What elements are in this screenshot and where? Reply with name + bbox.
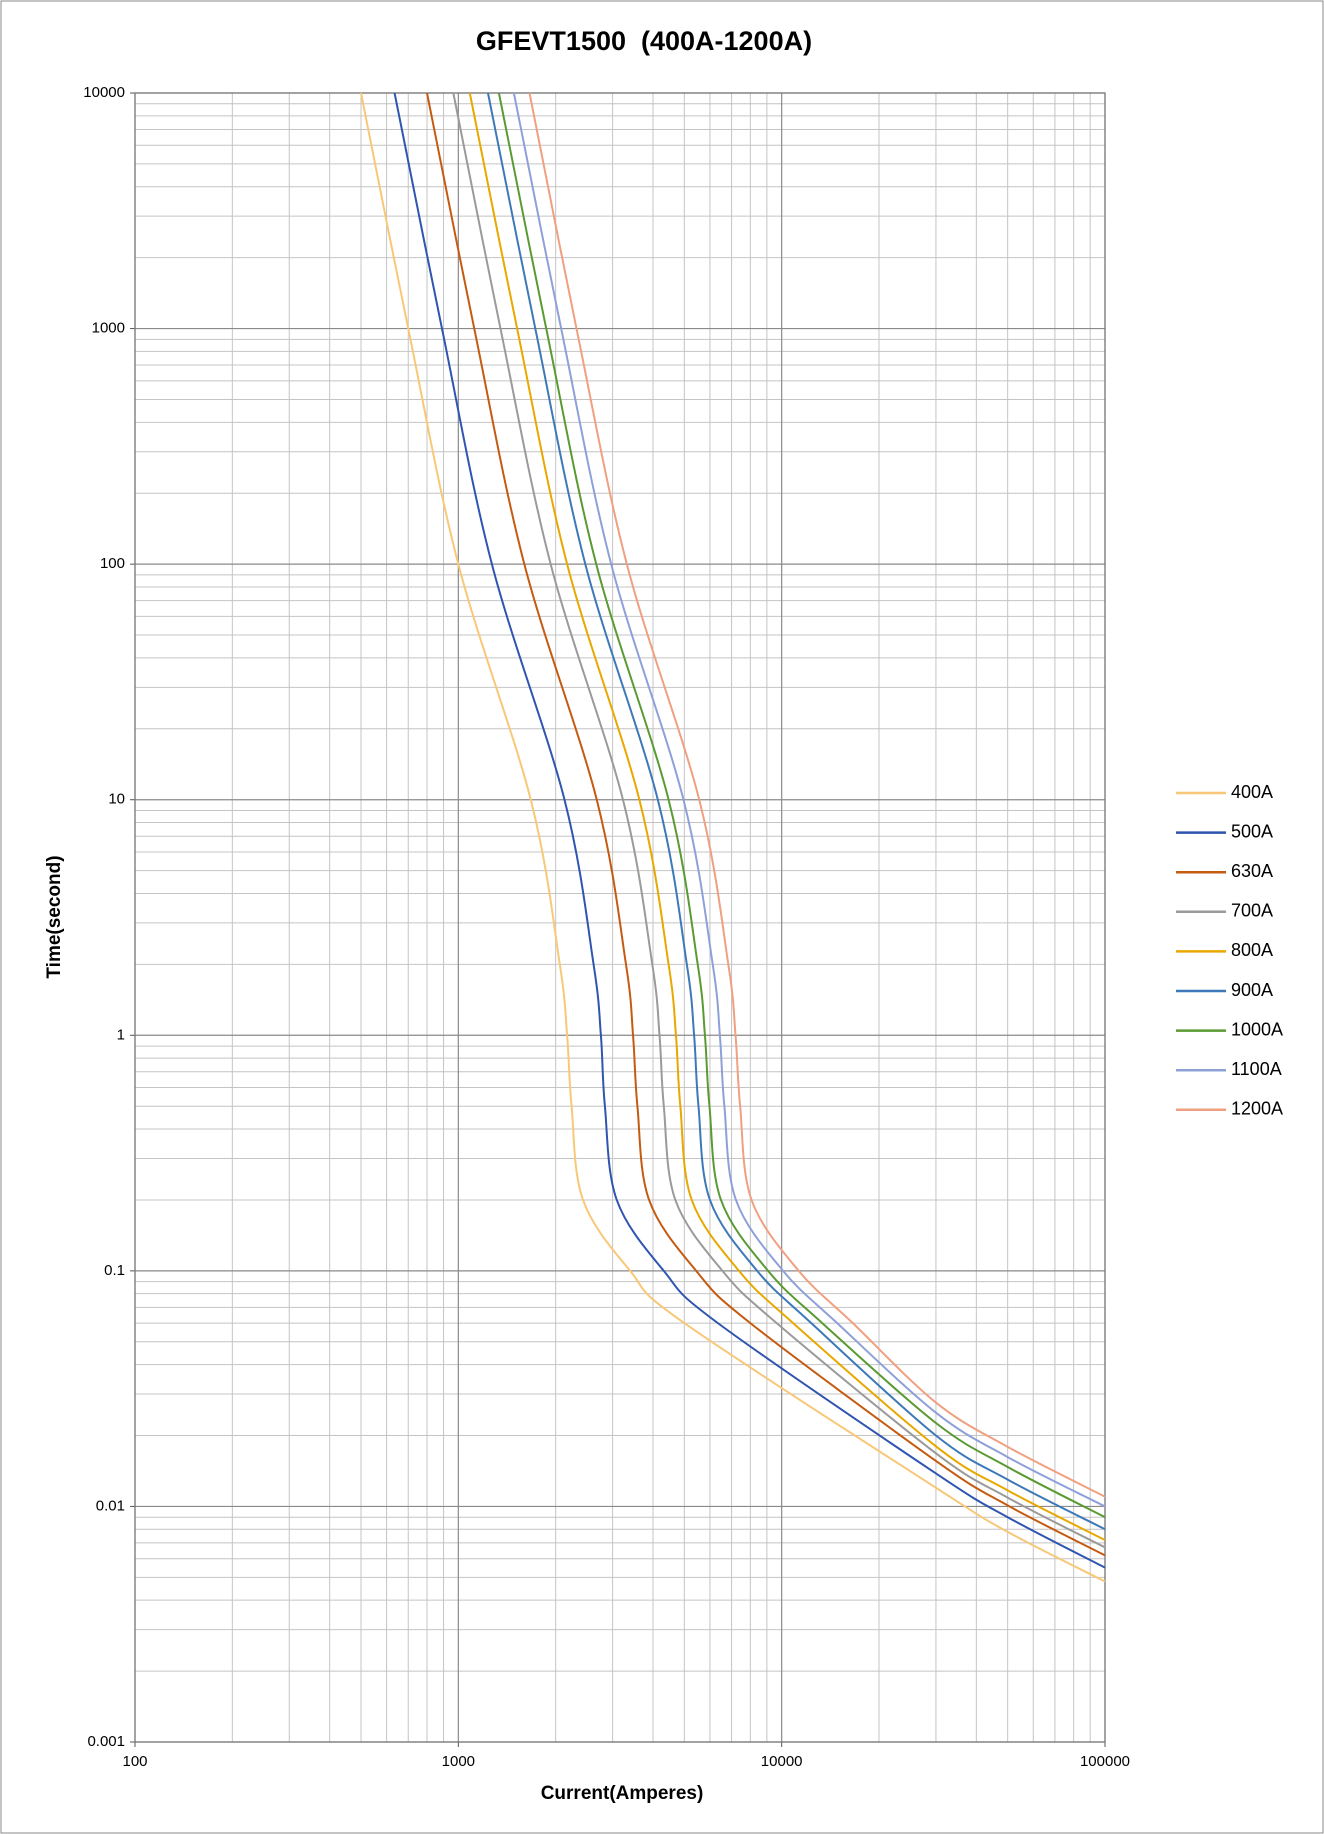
y-tick-label: 10 — [108, 791, 125, 808]
legend-label: 900A — [1231, 980, 1273, 1000]
chart-title: GFEVT1500 (400A-1200A) — [476, 26, 812, 56]
y-tick-label: 0.1 — [104, 1262, 125, 1279]
x-tick-label: 100000 — [1080, 1753, 1130, 1770]
y-tick-label: 1000 — [92, 320, 125, 337]
legend-label: 800A — [1231, 940, 1273, 960]
y-tick-label: 0.001 — [87, 1733, 125, 1750]
legend-label: 1100A — [1231, 1059, 1282, 1079]
x-tick-label: 10000 — [761, 1753, 803, 1770]
y-tick-label: 10000 — [83, 84, 125, 101]
legend-label: 700A — [1231, 901, 1273, 921]
chart: GFEVT1500 (400A-1200A) Current(Amperes) … — [0, 0, 1324, 1834]
legend-label: 1000A — [1231, 1019, 1283, 1039]
legend-label: 630A — [1231, 861, 1273, 881]
y-axis-label: Time(second) — [44, 855, 65, 978]
x-tick-label: 100 — [122, 1753, 147, 1770]
legend-label: 1200A — [1231, 1099, 1283, 1119]
x-axis-label: Current(Amperes) — [541, 1783, 704, 1804]
y-tick-label: 1 — [117, 1026, 125, 1043]
legend-label: 500A — [1231, 821, 1273, 841]
y-tick-label: 100 — [100, 555, 125, 572]
y-tick-label: 0.01 — [96, 1497, 125, 1514]
x-tick-label: 1000 — [442, 1753, 475, 1770]
legend-label: 400A — [1231, 782, 1273, 802]
